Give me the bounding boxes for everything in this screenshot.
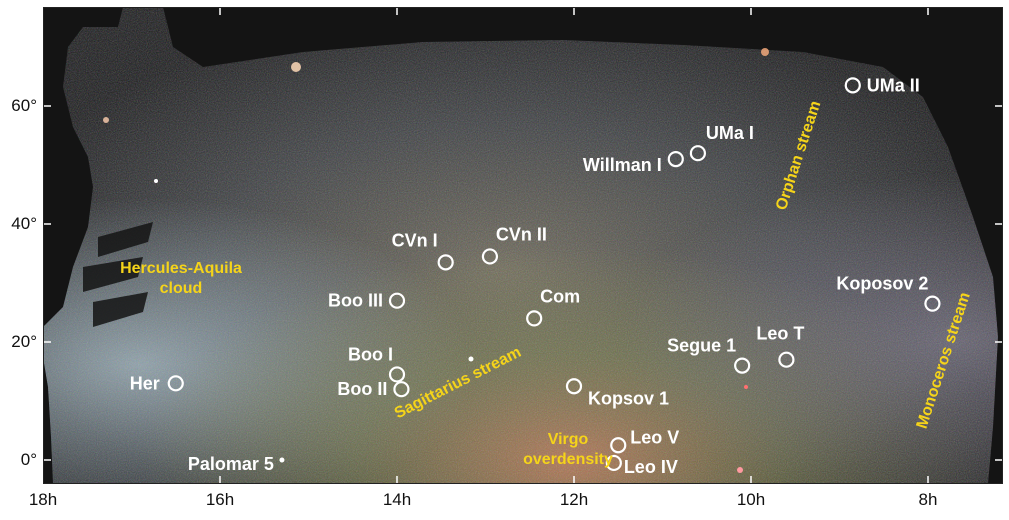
- y-tick-label: 60°: [11, 96, 37, 115]
- object-marker: [924, 295, 941, 312]
- object-label: UMa II: [867, 75, 920, 95]
- stream-label: Virgo overdensity: [523, 431, 613, 468]
- y-tick-label: 0°: [20, 450, 37, 469]
- object-markers: [167, 77, 941, 472]
- y-tick-label: 20°: [11, 332, 37, 351]
- object-label: Boo I: [348, 344, 393, 364]
- object-label: Com: [540, 286, 580, 306]
- object-label: Leo V: [630, 427, 679, 447]
- object-label: Segue 1: [667, 336, 736, 356]
- object-marker: [481, 248, 499, 265]
- object-label: Leo T: [756, 324, 804, 344]
- object-marker: [388, 366, 406, 383]
- bright-star: [154, 179, 158, 183]
- y-tick-label: 40°: [11, 214, 37, 233]
- bright-star: [761, 48, 769, 56]
- bright-star: [103, 117, 109, 123]
- object-label: UMa I: [706, 123, 754, 143]
- x-tick-label: 16h: [205, 490, 235, 509]
- object-label: CVn I: [392, 230, 438, 250]
- object-marker: [437, 254, 454, 271]
- object-label: Her: [130, 373, 160, 393]
- sky-map-canvas: UMa II UMa I Willman I CVn II CVn I Koposov 2…: [43, 7, 1003, 484]
- object-marker: [393, 381, 410, 398]
- object-marker: [279, 457, 285, 463]
- object-marker: [388, 292, 406, 309]
- object-label: Kopsov 1: [588, 388, 669, 408]
- object-label: Boo III: [328, 291, 383, 311]
- object-label: Willman I: [583, 155, 662, 175]
- x-tick-label: 14h: [382, 490, 412, 509]
- x-tick-label: 18h: [28, 490, 58, 509]
- sky-map: UMa II UMa I Willman I CVn II CVn I Koposov 2…: [43, 7, 1003, 484]
- bright-star: [744, 385, 748, 389]
- object-marker: [689, 145, 707, 162]
- object-label: Boo II: [337, 379, 387, 399]
- object-marker: [565, 378, 583, 395]
- bright-star: [291, 62, 301, 72]
- x-tick-label: 12h: [559, 490, 589, 509]
- object-marker: [734, 357, 751, 374]
- object-marker: [605, 454, 622, 472]
- object-marker: [526, 310, 543, 327]
- axis-ticks: [43, 7, 1003, 484]
- object-label: Leo IV: [624, 457, 678, 477]
- object-marker: [844, 77, 861, 94]
- stream-label: Hercules-Aquila cloud: [120, 260, 242, 297]
- bright-star: [468, 356, 474, 362]
- object-marker: [778, 351, 795, 368]
- x-tick-label: 8h: [918, 490, 938, 509]
- object-labels: UMa II UMa I Willman I CVn II CVn I Koposov 2…: [130, 75, 929, 477]
- object-label: CVn II: [496, 224, 547, 244]
- object-marker: [667, 151, 684, 168]
- object-marker: [167, 375, 184, 392]
- object-label: Palomar 5: [188, 454, 274, 474]
- object-marker: [610, 437, 627, 454]
- survey-footprint: [43, 7, 998, 484]
- bright-star: [737, 467, 743, 473]
- object-label: Koposov 2: [836, 274, 928, 294]
- x-tick-label: 10h: [736, 490, 766, 509]
